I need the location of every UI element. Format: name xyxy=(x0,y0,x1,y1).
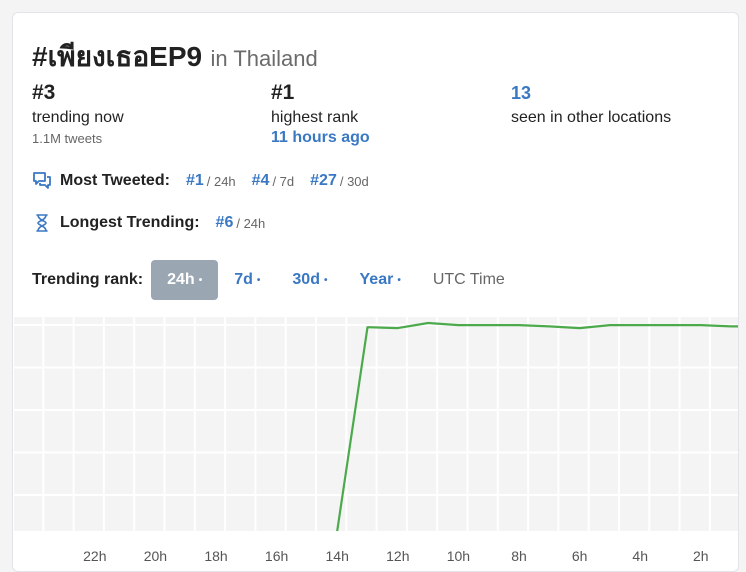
most-tweeted-row: Most Tweeted: #1 / 24h #4 / 7d #27 / 30d xyxy=(32,171,385,191)
most-tweeted-7d-link[interactable]: #4 xyxy=(251,172,270,189)
tweet-count: 1.1M tweets xyxy=(32,131,103,146)
x-tick-label: 14h xyxy=(326,548,349,564)
longest-trending-24h-link[interactable]: #6 xyxy=(215,214,234,231)
tab-year-label: Year xyxy=(359,271,394,288)
most-tweeted-24h-link[interactable]: #1 xyxy=(185,172,204,189)
x-tick-label: 10h xyxy=(447,548,470,564)
hourglass-icon xyxy=(32,213,52,233)
utc-time-toggle[interactable]: UTC Time xyxy=(432,271,505,288)
other-locations-count-link[interactable]: 13 xyxy=(511,83,532,103)
tab-year[interactable]: Year • xyxy=(344,260,417,300)
highest-rank-label: highest rank xyxy=(271,109,359,126)
current-rank-label: trending now xyxy=(32,109,124,126)
trend-card: #เพียงเธอEP9 in Thailand #3 trending now… xyxy=(12,12,739,572)
x-tick-label: 12h xyxy=(386,548,409,564)
x-tick-label: 6h xyxy=(572,548,588,564)
tab-24h-label: 24h xyxy=(167,271,195,288)
highest-rank: #1 xyxy=(271,81,295,104)
longest-trending-24h-period: / 24h xyxy=(236,215,266,231)
x-tick-label: 2h xyxy=(693,548,709,564)
trend-title: #เพียงเธอEP9 in Thailand xyxy=(32,35,318,79)
x-tick-label: 16h xyxy=(265,548,288,564)
tab-30d[interactable]: 30d • xyxy=(276,260,343,300)
stat-trending-now: #3 trending now 1.1M tweets xyxy=(32,81,124,146)
hashtag-title: #เพียงเธอEP9 xyxy=(32,41,203,72)
tab-24h[interactable]: 24h • xyxy=(151,260,219,300)
tab-30d-label: 30d xyxy=(292,271,320,288)
stat-highest-rank: #1 highest rank 11 hours ago xyxy=(271,81,370,147)
tab-30d-dot: • xyxy=(323,274,328,286)
most-tweeted-24h-period: / 24h xyxy=(206,173,236,189)
chat-bubbles-icon xyxy=(32,171,52,191)
tab-24h-dot: • xyxy=(198,274,203,286)
longest-trending-label: Longest Trending: xyxy=(60,214,200,231)
trending-rank-chart: 22h 20h 18h 16h 14h 12h 10h 8h 6h 4h 2h xyxy=(13,317,738,564)
longest-trending-row: Longest Trending: #6 / 24h xyxy=(32,213,281,233)
chart-series-line xyxy=(336,321,738,532)
stat-other-locations: 13 seen in other locations xyxy=(511,81,671,127)
most-tweeted-30d-period: / 30d xyxy=(339,173,369,189)
most-tweeted-30d-link[interactable]: #27 xyxy=(310,172,337,189)
x-tick-label: 8h xyxy=(511,548,527,564)
location-label: in Thailand xyxy=(210,46,318,71)
x-tick-label: 20h xyxy=(144,548,167,564)
other-locations-label: seen in other locations xyxy=(511,109,672,126)
x-tick-label: 4h xyxy=(632,548,648,564)
most-tweeted-7d-period: / 7d xyxy=(272,173,295,189)
tab-7d-dot: • xyxy=(256,274,261,286)
highest-rank-time-link[interactable]: 11 hours ago xyxy=(271,129,370,146)
x-tick-label: 22h xyxy=(83,548,106,564)
x-tick-label: 18h xyxy=(204,548,227,564)
trending-rank-label: Trending rank: xyxy=(32,271,144,288)
current-rank: #3 xyxy=(32,81,56,104)
tab-year-dot: • xyxy=(397,274,401,286)
trending-rank-tabs: Trending rank: 24h • 7d • 30d • Year • U… xyxy=(32,260,521,300)
tab-7d[interactable]: 7d • xyxy=(218,260,276,300)
tab-7d-label: 7d xyxy=(234,271,253,288)
most-tweeted-label: Most Tweeted: xyxy=(60,172,170,189)
